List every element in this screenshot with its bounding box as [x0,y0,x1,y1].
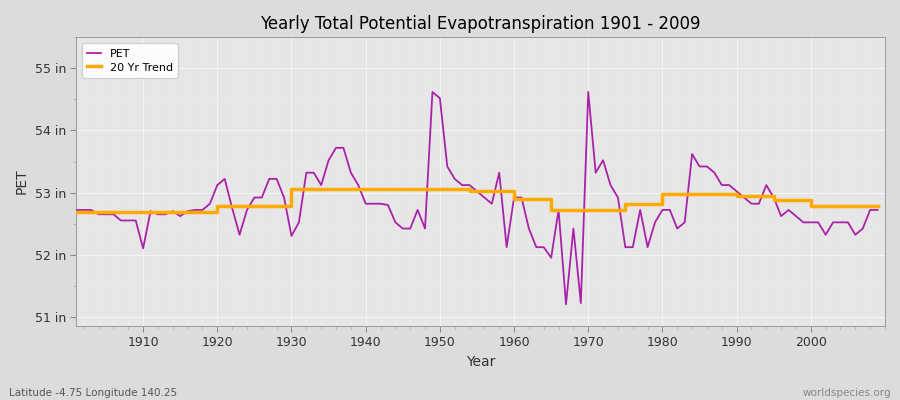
PET [508,195,519,200]
20 Yr Trend [138,210,148,215]
20 Yr Trend [212,210,222,215]
20 Yr Trend [464,189,475,194]
Text: Latitude -4.75 Longitude 140.25: Latitude -4.75 Longitude 140.25 [9,388,177,398]
PET [71,208,82,212]
20 Yr Trend [464,187,475,192]
PET [613,195,624,200]
Title: Yearly Total Potential Evapotranspiration 1901 - 2009: Yearly Total Potential Evapotranspiratio… [260,15,701,33]
20 Yr Trend [806,204,816,209]
20 Yr Trend [212,204,222,209]
20 Yr Trend [286,204,297,209]
PET [130,218,141,223]
20 Yr Trend [769,198,779,202]
20 Yr Trend [806,198,816,202]
20 Yr Trend [508,189,519,194]
Line: 20 Yr Trend: 20 Yr Trend [76,190,878,212]
PET [293,220,304,225]
20 Yr Trend [545,208,556,212]
PET [338,146,349,150]
20 Yr Trend [657,201,668,206]
PET [516,195,526,200]
20 Yr Trend [731,192,742,197]
PET [561,302,572,307]
Text: worldspecies.org: worldspecies.org [803,388,891,398]
Line: PET: PET [76,92,878,304]
20 Yr Trend [620,208,631,212]
20 Yr Trend [508,196,519,201]
20 Yr Trend [769,193,779,198]
20 Yr Trend [286,187,297,192]
20 Yr Trend [620,201,631,206]
PET [428,90,438,94]
20 Yr Trend [657,192,668,197]
20 Yr Trend [731,193,742,198]
20 Yr Trend [545,196,556,201]
Legend: PET, 20 Yr Trend: PET, 20 Yr Trend [82,43,178,78]
X-axis label: Year: Year [466,355,495,369]
20 Yr Trend [872,204,883,209]
20 Yr Trend [71,210,82,215]
PET [872,208,883,212]
20 Yr Trend [138,210,148,215]
Y-axis label: PET: PET [15,169,29,194]
